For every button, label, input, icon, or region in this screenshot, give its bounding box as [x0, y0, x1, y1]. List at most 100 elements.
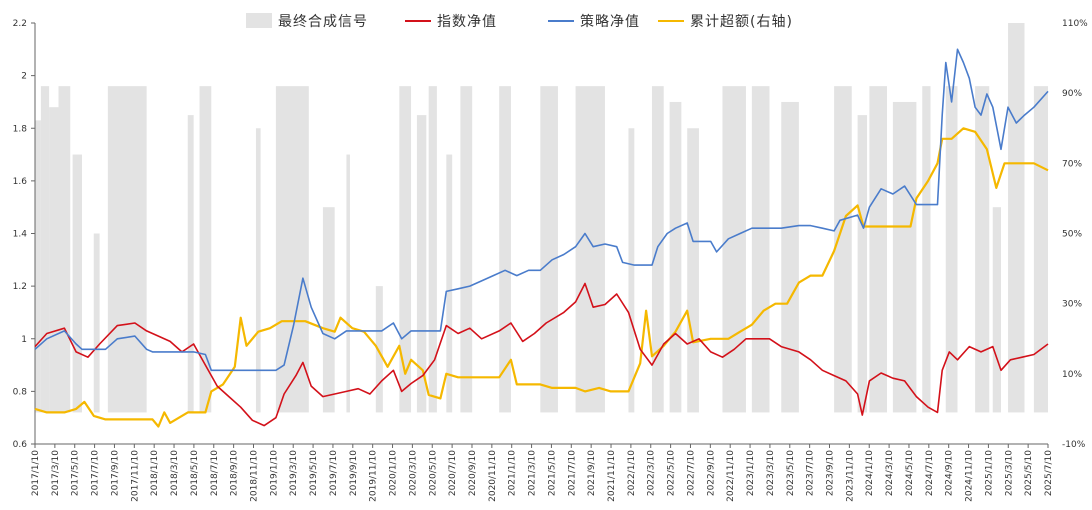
x-tick-label: 2023/7/10	[806, 450, 816, 496]
x-tick-label: 2021/5/10	[547, 450, 557, 496]
x-tick-label: 2022/9/10	[706, 450, 716, 496]
y-left-tick-label: 2.2	[13, 19, 27, 29]
signal-band	[869, 86, 888, 413]
signal-band	[93, 233, 100, 413]
signal-band	[834, 86, 852, 413]
x-tick-label: 2019/9/10	[349, 450, 359, 496]
signal-band	[1033, 86, 1048, 413]
y-left-tick-label: 2	[21, 72, 27, 82]
y-right-tick-label: 70%	[1062, 159, 1082, 169]
y-right-tick-label: 30%	[1062, 300, 1082, 310]
signal-band	[651, 86, 664, 413]
signal-band	[399, 86, 412, 413]
x-tick-label: 2022/7/10	[686, 450, 696, 496]
y-right-tick-label: 110%	[1062, 19, 1088, 29]
y-left-tick-label: 1.4	[13, 230, 28, 240]
x-tick-label: 2018/9/10	[230, 450, 240, 496]
y-left-tick-label: 0.8	[13, 387, 28, 397]
signal-band	[687, 128, 699, 413]
signal-band	[199, 86, 212, 413]
signal-band	[781, 101, 799, 413]
x-tick-label: 2017/7/10	[91, 450, 101, 496]
signal-band	[857, 115, 868, 413]
x-tick-label: 2020/3/10	[408, 450, 418, 496]
x-tick-label: 2017/3/10	[51, 450, 61, 496]
signal-band	[540, 86, 558, 413]
x-tick-label: 2024/1/10	[865, 450, 875, 496]
x-tick-label: 2019/11/10	[369, 450, 379, 502]
signal-band	[107, 86, 147, 413]
x-tick-label: 2024/11/10	[965, 450, 975, 502]
x-tick-label: 2023/11/10	[845, 450, 855, 502]
signal-band	[922, 86, 931, 413]
x-tick-label: 2020/9/10	[468, 450, 478, 496]
signal-band	[275, 86, 309, 413]
signal-band	[460, 86, 473, 413]
y-right-tick-label: -10%	[1062, 440, 1086, 450]
x-tick-label: 2019/1/10	[269, 450, 279, 496]
y-right-tick-label: 90%	[1062, 89, 1082, 99]
legend-label-excess: 累计超额(右轴)	[690, 14, 793, 30]
x-tick-label: 2021/11/10	[607, 450, 617, 502]
signal-band	[751, 86, 770, 413]
signal-band	[58, 86, 71, 413]
x-tick-label: 2024/9/10	[945, 450, 955, 496]
x-tick-label: 2018/11/10	[249, 450, 259, 502]
x-tick-label: 2022/3/10	[647, 450, 657, 496]
x-tick-label: 2023/9/10	[826, 450, 836, 496]
x-tick-label: 2025/5/10	[1024, 450, 1034, 496]
legend-label-index: 指数净值	[437, 14, 497, 30]
x-tick-label: 2025/3/10	[1004, 450, 1014, 496]
signal-band	[187, 115, 194, 413]
signal-band	[722, 86, 746, 413]
signal-band	[255, 128, 261, 413]
legend-swatch-signal	[246, 13, 272, 28]
x-tick-label: 2017/11/10	[130, 450, 140, 502]
x-tick-label: 2020/1/10	[389, 450, 399, 496]
signal-band	[975, 86, 990, 413]
x-tick-label: 2017/5/10	[71, 450, 81, 496]
x-tick-label: 2018/7/10	[210, 450, 220, 496]
signal-band	[575, 86, 605, 413]
signal-band	[499, 86, 511, 413]
x-tick-label: 2024/5/10	[905, 450, 915, 496]
series-line-index	[34, 282, 1049, 427]
x-tick-label: 2022/5/10	[667, 450, 677, 496]
signal-band	[1008, 23, 1025, 413]
signal-band	[892, 101, 917, 413]
x-tick-label: 2018/5/10	[190, 450, 200, 496]
y-left-tick-label: 0.6	[13, 440, 28, 450]
signal-band	[375, 286, 383, 413]
x-tick-label: 2018/1/10	[150, 450, 160, 496]
signal-band	[669, 101, 682, 413]
signal-band	[428, 86, 437, 413]
legend-label-strategy: 策略净值	[580, 13, 640, 30]
x-tick-label: 2025/7/10	[1044, 450, 1054, 496]
x-tick-label: 2021/3/10	[528, 450, 538, 496]
signal-band	[35, 120, 41, 413]
series-lines	[34, 48, 1049, 428]
signal-band	[346, 154, 350, 413]
signal-band	[628, 128, 635, 413]
x-tick-label: 2024/3/10	[885, 450, 895, 496]
x-tick-label: 2017/1/10	[31, 450, 41, 496]
signal-band	[945, 86, 958, 413]
y-left-tick-label: 1.2	[13, 282, 27, 292]
x-tick-label: 2024/7/10	[925, 450, 935, 496]
signal-band	[49, 107, 59, 413]
x-tick-label: 2021/1/10	[508, 450, 518, 496]
signal-bands	[35, 23, 1048, 413]
y-left-tick-label: 1	[21, 335, 27, 345]
x-tick-label: 2023/5/10	[786, 450, 796, 496]
x-tick-label: 2017/9/10	[110, 450, 120, 496]
axes: 0.6 0.8 1 1.2 1.4 1.6 1.8 2 2.2 -10% 10% 30% 50% 70% 9…	[13, 19, 1089, 502]
y-right-tick-label: 10%	[1062, 370, 1082, 380]
series-line-excess	[34, 127, 1049, 428]
x-tick-label: 2020/7/10	[448, 450, 458, 496]
x-tick-label: 2022/11/10	[726, 450, 736, 502]
x-tick-label: 2021/7/10	[567, 450, 577, 496]
x-tick-label: 2019/3/10	[289, 450, 299, 496]
y-left-tick-label: 1.8	[13, 124, 28, 134]
signal-band	[416, 115, 427, 413]
